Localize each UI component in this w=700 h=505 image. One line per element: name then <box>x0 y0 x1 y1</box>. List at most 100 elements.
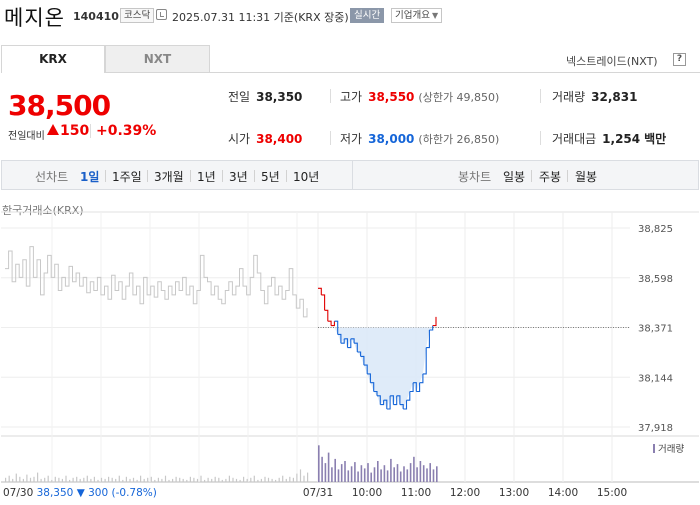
period-1d-button[interactable]: 1일 <box>80 170 100 184</box>
volume-bar-previous-day <box>47 475 49 482</box>
volume-bar-today <box>340 464 343 482</box>
volume-bar-today <box>318 445 320 483</box>
volume-bar-today <box>354 462 356 482</box>
stat-low: 저가 38,000 (하한가 26,850) <box>340 130 499 147</box>
volume-bar-previous-day <box>196 478 199 482</box>
volume-bar-previous-day <box>200 475 202 482</box>
volume-bar-previous-day <box>93 476 95 483</box>
volume-bar-today <box>396 464 399 482</box>
volume-bar-previous-day <box>207 477 209 482</box>
series-segment-today <box>429 325 434 331</box>
series-segment-today <box>386 395 391 410</box>
volume-bar-today <box>390 458 392 482</box>
series-segment-today <box>367 373 371 383</box>
volume-bar-previous-day <box>26 474 28 482</box>
tab-krx[interactable]: KRX <box>1 45 105 73</box>
candle-weekly-button[interactable]: 주봉 <box>539 170 562 184</box>
volume-bar-previous-day <box>168 479 170 482</box>
help-icon[interactable]: ? <box>673 53 686 66</box>
prev-day-summary: 07/30 38,350 ▼ 300 (-0.78%) <box>3 487 157 499</box>
chevron-down-icon: ▼ <box>431 11 439 20</box>
area-fill-below-reference <box>318 327 436 409</box>
realtime-badge[interactable]: 실시간 <box>350 8 385 23</box>
volume-bars <box>5 445 438 483</box>
series-segment-today <box>380 400 385 406</box>
volume-bar-previous-day <box>147 477 149 482</box>
stat-value: 38,400 <box>256 132 303 146</box>
period-10y-button[interactable]: 10년 <box>293 170 320 184</box>
volume-bar-previous-day <box>235 478 238 482</box>
volume-bar-previous-day <box>182 478 184 482</box>
volume-bar-previous-day <box>129 478 131 482</box>
stat-label: 거래대금 <box>552 132 597 146</box>
volume-bar-previous-day <box>58 477 60 482</box>
series-segment-today <box>390 395 394 405</box>
volume-bar-previous-day <box>44 477 46 482</box>
volume-bar-today <box>347 470 350 482</box>
divider <box>352 161 353 189</box>
volume-bar-previous-day <box>253 475 255 482</box>
x-tick-label: 11:00 <box>401 487 431 499</box>
volume-bar-previous-day <box>8 475 10 482</box>
volume-bar-today <box>393 467 395 482</box>
x-tick-label: 10:00 <box>352 487 382 499</box>
volume-bar-previous-day <box>61 478 63 482</box>
nxt-link[interactable]: 넥스트레이드(NXT) <box>566 55 658 68</box>
company-overview-label: 기업개요 <box>395 10 430 21</box>
period-1y-button[interactable]: 1년 <box>197 170 216 184</box>
period-3m-button[interactable]: 3개월 <box>154 170 184 184</box>
series-line-previous-day <box>5 246 308 318</box>
volume-bar-previous-day <box>243 476 245 483</box>
series-segment-today <box>331 321 335 327</box>
company-overview-button[interactable]: 기업개요 ▼ <box>391 8 443 23</box>
volume-bar-previous-day <box>108 476 110 483</box>
divider <box>531 170 532 182</box>
volume-bar-previous-day <box>12 478 14 482</box>
divider <box>190 170 191 182</box>
volume-bar-previous-day <box>51 479 53 482</box>
series-segment-today <box>363 364 368 374</box>
series-segment-today <box>370 382 375 392</box>
y-tick-label: 38,371 <box>638 324 673 335</box>
current-price: 38,500 <box>8 89 111 122</box>
period-3y-button[interactable]: 3년 <box>229 170 248 184</box>
volume-bar-today <box>324 463 327 482</box>
volume-bar-today <box>426 468 428 483</box>
candle-daily-button[interactable]: 일봉 <box>503 170 526 184</box>
volume-bar-previous-day <box>282 475 284 482</box>
volume-bar-previous-day <box>22 478 24 482</box>
volume-bar-previous-day <box>33 476 35 483</box>
series-segment-today <box>318 287 322 295</box>
volume-bar-today <box>432 469 435 482</box>
tab-nxt[interactable]: NXT <box>105 45 210 73</box>
divider <box>330 131 331 145</box>
volume-bar-previous-day <box>175 476 177 483</box>
change-percent: +0.39% <box>96 123 157 139</box>
volume-bar-previous-day <box>97 479 99 482</box>
volume-bar-today <box>386 470 389 482</box>
volume-bar-previous-day <box>29 477 32 482</box>
y-tick-label: 38,825 <box>638 224 673 235</box>
volume-bar-today <box>360 465 363 482</box>
stat-prev-close: 전일 38,350 <box>228 88 302 105</box>
volume-bar-previous-day <box>221 479 223 482</box>
period-1w-button[interactable]: 1주일 <box>112 170 142 184</box>
timestamp: 2025.07.31 11:31 기준(KRX 장중) <box>172 11 349 24</box>
volume-bar-previous-day <box>154 479 156 482</box>
volume-bar-previous-day <box>278 477 280 482</box>
divider <box>286 170 287 182</box>
series-segment-today <box>321 294 326 311</box>
stat-high: 고가 38,550 (상한가 49,850) <box>340 88 499 105</box>
volume-bar-previous-day <box>90 478 92 482</box>
volume-bar-previous-day <box>228 475 230 482</box>
market-badge: 코스닥 <box>120 8 155 23</box>
volume-bar-today <box>357 471 359 482</box>
period-5y-button[interactable]: 5년 <box>261 170 280 184</box>
volume-bar-previous-day <box>40 478 42 482</box>
volume-bar-previous-day <box>292 477 294 482</box>
change-amount: 150 <box>60 123 90 139</box>
period-bar: 선차트 1일 1주일 3개월 1년 3년 5년 10년 봉차트 일봉 주봉 월봉 <box>1 160 699 190</box>
candle-monthly-button[interactable]: 월봉 <box>575 170 598 184</box>
stat-label: 거래량 <box>552 90 586 104</box>
